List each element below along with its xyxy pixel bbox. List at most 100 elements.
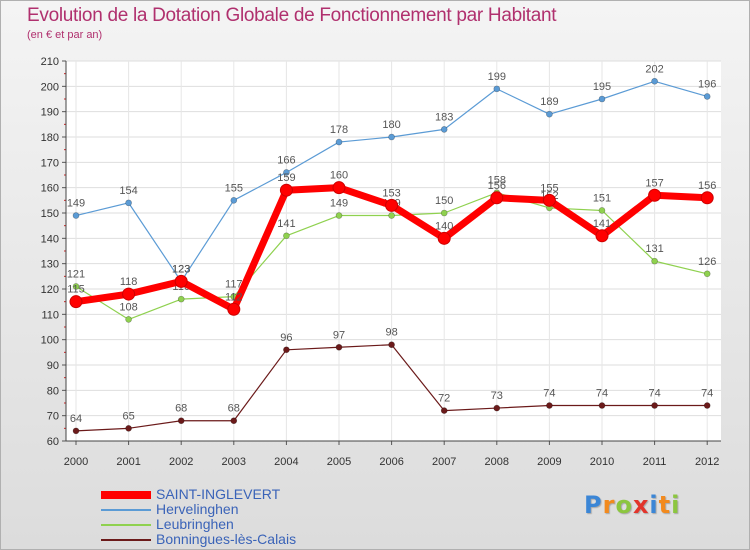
data-label: 199 [488,71,506,83]
data-point [440,126,448,133]
data-label: 195 [593,81,611,93]
data-point [227,302,241,316]
data-point [490,191,504,205]
x-tick-label: 2007 [432,456,456,468]
data-label: 126 [698,256,716,268]
data-point [72,212,80,219]
data-label: 149 [330,198,348,210]
legend-label: Leubringhen [156,516,234,532]
data-label: 202 [645,63,663,75]
data-point [177,417,185,425]
data-label: 149 [67,198,85,210]
data-point [335,138,343,146]
data-point [335,212,343,219]
x-tick-label: 2008 [485,456,509,468]
x-tick-label: 2001 [116,456,140,468]
data-point [440,407,448,414]
data-label: 72 [438,393,450,405]
x-tick-label: 2002 [169,456,193,468]
data-label: 196 [698,78,716,90]
data-point [700,191,714,205]
series-bonningues-les-calais: 64 65 68 68 96 97 98 72 73 74 74 74 74 [70,327,713,435]
x-tick-label: 2004 [274,456,298,468]
y-tick-label: 150 [41,208,59,220]
legend-swatch [101,539,151,541]
data-label: 166 [277,154,295,166]
data-point [332,181,346,195]
data-label: 96 [280,332,292,344]
data-point [598,95,606,103]
series-hervelinghen: 149 154 123 155 166 178 180 183 199 189 195 202 196 [67,63,716,285]
data-label: 189 [540,96,558,108]
data-point [230,197,238,204]
data-label: 140 [435,220,453,232]
legend-swatch [101,491,151,499]
data-label: 74 [701,388,713,400]
data-point [598,402,606,409]
data-label: 123 [172,263,190,275]
data-label: 74 [596,388,608,400]
y-tick-label: 210 [41,56,59,68]
logo-letter: i [671,491,681,519]
data-point [388,212,395,219]
data-point [230,417,238,425]
data-point [283,346,290,354]
data-label: 68 [228,403,240,415]
data-point [388,341,395,349]
data-label: 160 [330,170,348,182]
data-point [72,427,80,435]
data-point [651,257,658,265]
data-point [283,232,290,240]
data-point [335,343,343,351]
data-point [69,295,83,309]
x-tick-label: 2003 [222,456,246,468]
data-label: 158 [488,175,506,187]
data-label: 64 [70,413,82,425]
data-label: 98 [385,327,397,339]
data-label: 74 [648,388,660,400]
data-label: 68 [175,403,187,415]
y-tick-label: 110 [41,309,59,321]
data-point [125,316,132,323]
data-label: 73 [491,390,503,402]
y-tick-label: 60 [47,436,59,448]
x-tick-label: 2012 [695,456,719,468]
legend-label: SAINT-INGLEVERT [156,486,281,502]
data-label: 159 [277,172,295,184]
data-label: 153 [382,187,400,199]
data-label: 123 [172,263,190,275]
data-label: 131 [645,243,663,255]
data-point [283,169,290,176]
data-point [493,404,501,412]
logo-letter: x [632,491,650,519]
data-point [125,199,132,207]
data-point [546,110,553,118]
y-tick-label: 190 [41,107,59,119]
data-point [72,283,80,290]
data-label: 117 [225,279,243,291]
data-label: 141 [277,218,295,230]
y-tick-label: 160 [41,183,59,195]
x-tick-label: 2011 [643,456,667,468]
data-point [651,402,658,409]
logo-letter: t [658,491,672,519]
data-point [542,193,556,207]
data-point [595,229,609,243]
data-point [388,133,395,141]
data-label: 178 [330,124,348,136]
data-point [493,85,501,93]
data-point [174,274,188,288]
data-point [651,77,658,85]
data-label: 97 [333,329,345,341]
logo-letter: o [615,491,633,519]
y-tick-label: 180 [41,132,59,144]
x-tick-label: 2010 [590,456,614,468]
legend-swatch [101,524,151,526]
chart-subtitle: (en € et par an) [27,29,103,41]
data-label: 151 [593,192,611,204]
data-label: 118 [120,276,138,288]
y-tick-label: 120 [41,284,59,296]
data-point [279,183,293,197]
data-point [440,209,448,217]
